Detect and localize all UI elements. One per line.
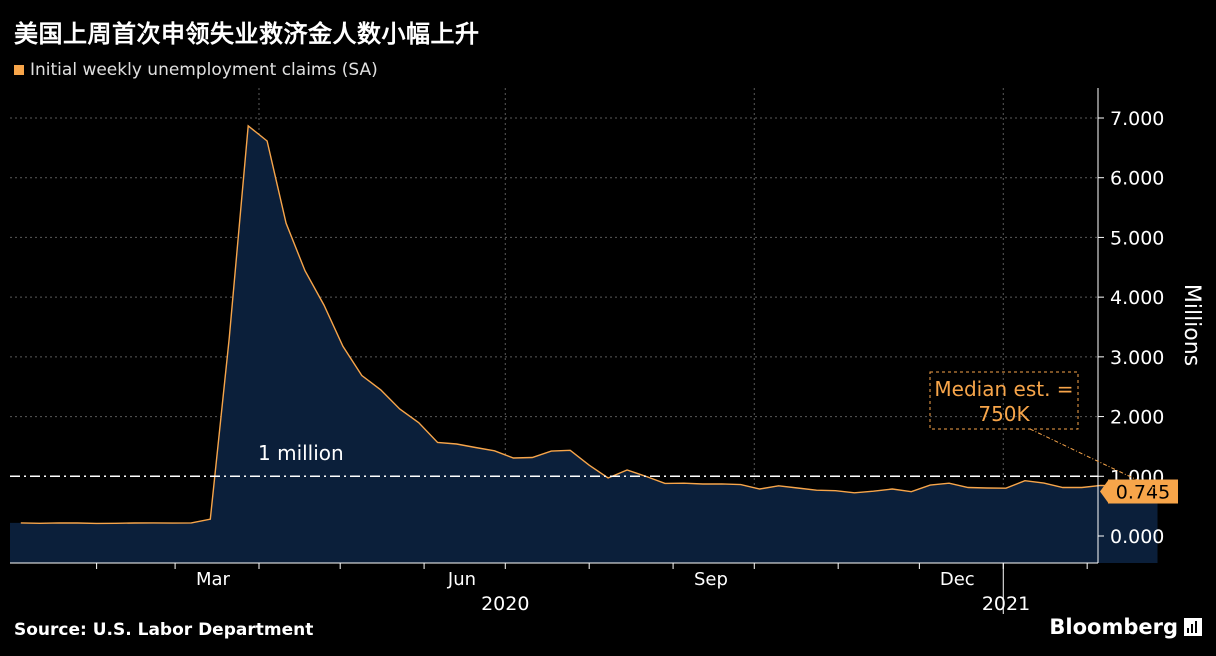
x-axis-month-label: Mar xyxy=(196,569,231,590)
y-axis-tick-label: 2.000 xyxy=(1110,407,1164,429)
y-axis-tick-label: 6.000 xyxy=(1110,168,1164,190)
annotation-group: 0.745 Median est. =750K xyxy=(929,371,1178,504)
x-axis-group: Mar Jun Sep Dec 2020 2021 xyxy=(10,562,1098,615)
source-note: Source: U.S. Labor Department xyxy=(14,620,314,640)
reference-line-group: 1 million xyxy=(10,441,1098,478)
median-estimate-box xyxy=(929,371,1079,430)
median-estimate-leader xyxy=(1029,428,1155,489)
legend: Initial weekly unemployment claims (SA) xyxy=(14,60,378,80)
x-axis-month-label: Jun xyxy=(447,569,476,590)
bloomberg-chart-icon xyxy=(1184,618,1202,636)
series-layer xyxy=(10,124,1158,564)
y-axis-tick-label: 7.000 xyxy=(1110,108,1164,130)
legend-label: Initial weekly unemployment claims (SA) xyxy=(30,60,378,80)
last-value-label: 0.745 xyxy=(1116,482,1170,504)
y-axis-title: Millions xyxy=(1179,284,1204,366)
x-axis-month-label: Dec xyxy=(940,569,975,590)
brand-logo: Bloomberg xyxy=(1049,615,1202,639)
last-value-box xyxy=(1108,479,1178,504)
y-axis-tick-label: 3.000 xyxy=(1110,347,1164,369)
reference-line-label: 1 million xyxy=(258,441,344,465)
series-line xyxy=(20,124,1158,525)
x-axis-year-label: 2021 xyxy=(982,593,1030,615)
last-value-pointer xyxy=(1100,480,1108,503)
legend-swatch xyxy=(14,65,24,75)
x-axis-month-label: Sep xyxy=(694,569,728,590)
brand-name: Bloomberg xyxy=(1049,615,1178,639)
x-axis-year-label: 2020 xyxy=(481,593,529,615)
y-axis-tick-label: 0.000 xyxy=(1110,526,1164,548)
median-estimate-value: 750K xyxy=(978,402,1030,426)
series-area xyxy=(10,125,1158,564)
y-axis-tick-label: 4.000 xyxy=(1110,287,1164,309)
y-axis-tick-label: 5.000 xyxy=(1110,227,1164,249)
chart-title: 美国上周首次申领失业救济金人数小幅上升 xyxy=(14,20,480,48)
median-estimate-label: Median est. = xyxy=(934,377,1073,401)
